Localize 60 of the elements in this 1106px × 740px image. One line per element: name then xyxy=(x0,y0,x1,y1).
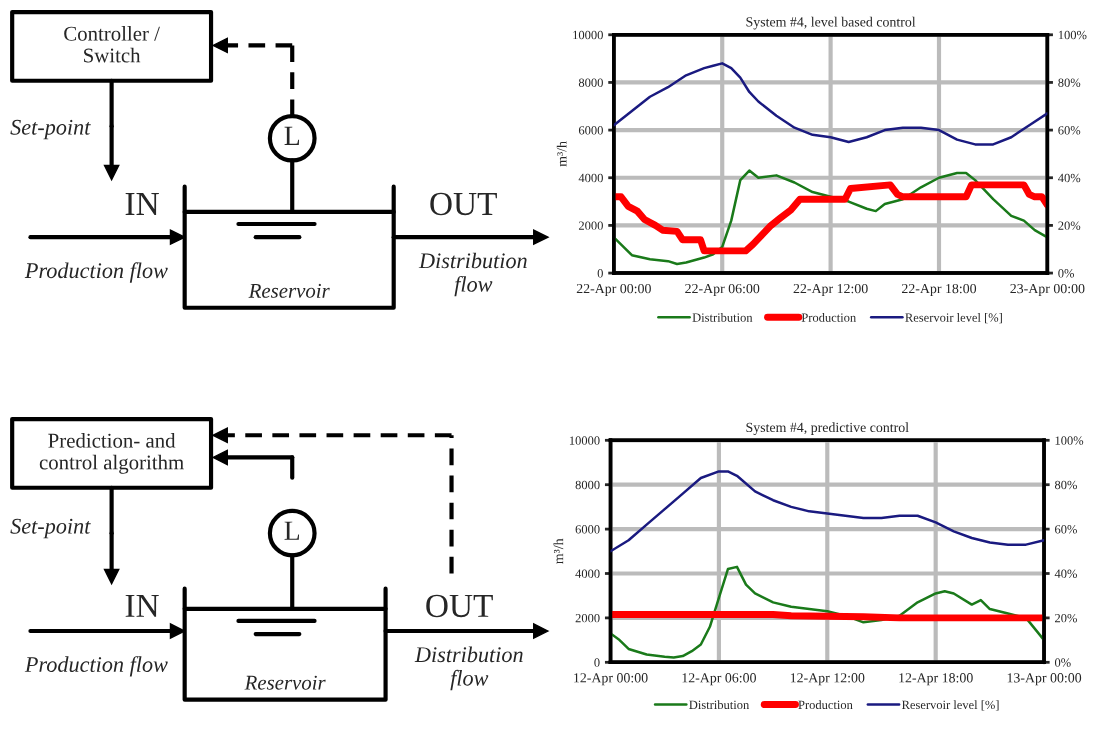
x-tick-label: 22-Apr 18:00 xyxy=(901,283,977,297)
y-tick-label: 6000 xyxy=(578,126,603,135)
y2-tick-label: 40% xyxy=(1054,569,1077,578)
y-axis-title: m³/h xyxy=(553,538,564,564)
y-tick-label: 0 xyxy=(594,658,600,667)
x-tick-label: 12-Apr 06:00 xyxy=(682,673,756,686)
y-tick-label: 2000 xyxy=(575,613,600,623)
y2-tick-label: 20% xyxy=(1058,221,1081,230)
chart-title: System #4, level based control xyxy=(746,16,916,30)
legend-label: Distribution xyxy=(692,312,753,322)
y-tick-label: 4000 xyxy=(578,173,603,183)
text: Set-point xyxy=(10,518,91,539)
y-axis-title: m³/h xyxy=(556,141,567,167)
x-tick-label: 12-Apr 00:00 xyxy=(574,673,648,686)
y2-tick-label: 80% xyxy=(1054,480,1077,490)
x-tick-label: 13-Apr 00:00 xyxy=(1007,673,1082,686)
text: OUT xyxy=(430,192,497,216)
x-tick-label: 22-Apr 00:00 xyxy=(576,283,651,297)
y2-tick-label: 80% xyxy=(1058,78,1081,87)
y2-tick-label: 60% xyxy=(1058,126,1081,135)
y-tick-label: 8000 xyxy=(578,78,603,87)
text: L xyxy=(284,126,300,145)
y2-tick-label: 100% xyxy=(1058,30,1087,40)
x-tick-label: 12-Apr 12:00 xyxy=(790,673,865,686)
text: Prediction- and control algorithm xyxy=(39,433,184,474)
y2-tick-label: 0% xyxy=(1058,269,1075,278)
y2-tick-label: 40% xyxy=(1058,173,1081,183)
x-tick-label: 22-Apr 06:00 xyxy=(685,283,760,297)
legend-label: Reservoir level [%] xyxy=(901,700,999,711)
text: Reservoir xyxy=(244,675,326,690)
x-tick-label: 12-Apr 18:00 xyxy=(899,673,973,686)
y2-tick-label: 100% xyxy=(1055,436,1084,445)
legend-label: Production xyxy=(801,312,856,322)
legend-label: Production xyxy=(798,700,853,710)
y-tick-label: 2000 xyxy=(578,221,603,230)
x-tick-label: 23-Apr 00:00 xyxy=(1010,283,1085,297)
text: Production flow xyxy=(24,262,168,283)
y-tick-label: 6000 xyxy=(575,525,600,534)
text: Controller / Switch xyxy=(64,26,160,63)
text: IN xyxy=(125,595,159,617)
y-tick-label: 0 xyxy=(597,269,603,278)
text: L xyxy=(284,521,300,540)
y-tick-label: 10000 xyxy=(573,30,603,40)
text: OUT xyxy=(426,594,493,618)
y2-tick-label: 60% xyxy=(1055,525,1077,534)
text: Set-point xyxy=(10,119,91,140)
text: Production flow xyxy=(24,656,168,677)
text: Distribution flow xyxy=(414,646,523,691)
y-tick-label: 8000 xyxy=(575,480,600,490)
text: Reservoir xyxy=(248,283,330,298)
legend-label: Reservoir level [%] xyxy=(905,312,1002,324)
chart-title: System #4, predictive control xyxy=(746,422,909,435)
text: Distribution flow xyxy=(418,252,527,297)
legend-label: Distribution xyxy=(689,700,750,710)
y-tick-label: 4000 xyxy=(575,569,600,578)
y2-tick-label: 20% xyxy=(1055,613,1077,623)
text: IN xyxy=(125,193,159,215)
x-tick-label: 22-Apr 12:00 xyxy=(793,283,868,297)
y2-tick-label: 0% xyxy=(1054,658,1071,667)
y-tick-label: 10000 xyxy=(569,436,600,445)
